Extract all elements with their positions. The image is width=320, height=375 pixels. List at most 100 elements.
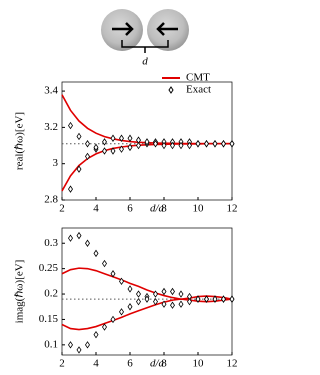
exact-point (170, 287, 175, 296)
exact-point (68, 121, 73, 130)
exact-point (85, 239, 90, 247)
exact-point (229, 140, 235, 148)
exact-point (170, 301, 175, 309)
exact-point (93, 249, 99, 258)
exact-point (127, 303, 133, 311)
exact-point (212, 140, 218, 148)
y-axis-label: real(ℏω)[eV] (14, 112, 26, 170)
x-tick-label: 10 (193, 203, 205, 215)
exact-point (212, 295, 218, 303)
x-axis-label: d/a (150, 358, 165, 370)
x-tick-label: 2 (59, 358, 65, 370)
exact-point (161, 287, 167, 296)
exact-point (187, 297, 192, 306)
y-tick-label: 3.2 (44, 121, 58, 133)
exact-point (178, 290, 184, 298)
exact-point (204, 140, 209, 148)
y-tick-label: 0.2 (44, 288, 58, 300)
exact-point (93, 330, 99, 339)
exact-point (178, 141, 184, 150)
distance-label: d (142, 56, 148, 68)
exact-point (136, 290, 141, 298)
exact-point (127, 143, 133, 152)
exact-point (178, 300, 184, 308)
exact-point (195, 140, 201, 148)
cmt-curve (61, 298, 233, 331)
exact-point (153, 290, 158, 298)
x-tick-label: 4 (93, 358, 99, 370)
cmt-curve (61, 94, 232, 145)
exact-point (85, 140, 90, 148)
legend-label: Exact (186, 84, 211, 96)
exact-point (119, 145, 124, 153)
exact-point (102, 323, 107, 331)
y-tick-label: 0.1 (44, 338, 58, 350)
exact-point (119, 308, 124, 316)
exact-point (102, 147, 107, 155)
x-tick-label: 10 (193, 358, 205, 370)
exact-point (144, 138, 150, 146)
exact-point (161, 300, 167, 308)
exact-point (127, 134, 133, 142)
y-axis-label: imag(ℏω)[eV] (14, 260, 26, 324)
exact-point (76, 346, 82, 354)
y-tick-label: 0.3 (44, 237, 58, 249)
exact-point (102, 259, 107, 268)
exact-point (119, 134, 124, 142)
exact-point (110, 134, 116, 142)
legend-swatch (168, 86, 174, 94)
cmt-curve (61, 267, 233, 300)
exact-point (229, 295, 235, 303)
exact-point (136, 297, 141, 306)
exact-point (161, 141, 167, 150)
y-tick-label: 3.4 (44, 85, 58, 97)
legend-label: CMT (186, 72, 210, 84)
exact-point (153, 297, 158, 306)
exact-point (170, 141, 175, 150)
exact-point (119, 277, 124, 286)
exact-point (110, 315, 116, 324)
x-tick-label: 6 (127, 358, 133, 370)
x-tick-label: 8 (161, 358, 167, 370)
x-tick-label: 12 (227, 203, 238, 215)
exact-point (85, 152, 90, 161)
cmt-curve (61, 142, 232, 192)
figure: d 2.8 3 3.2 3.4 2 4 6 8 10 12 d/a real(ℏω)[eV] CMTEx… (14, 9, 238, 370)
exact-point (76, 231, 82, 240)
exact-point (221, 295, 226, 303)
exact-point (102, 138, 107, 146)
exact-point (110, 147, 116, 155)
arrow (112, 22, 134, 36)
exact-point (221, 140, 226, 148)
exact-point (76, 132, 82, 141)
exact-point (110, 269, 116, 278)
exact-point (127, 285, 133, 293)
exact-point (68, 341, 73, 349)
x-tick-label: 12 (227, 358, 238, 370)
exact-point (144, 295, 150, 303)
exact-point (136, 136, 141, 144)
exact-point (85, 341, 90, 349)
y-tick-label: 0.15 (39, 313, 59, 325)
x-tick-label: 4 (93, 203, 99, 215)
exact-point (68, 234, 73, 242)
exact-point (136, 141, 141, 150)
exact-point (68, 185, 73, 193)
exact-point (93, 143, 99, 152)
dimer-diagram: d (101, 9, 189, 68)
exact-point (187, 141, 192, 150)
x-tick-label: 8 (161, 203, 167, 215)
plot-frame (61, 227, 233, 356)
bracket (121, 40, 169, 53)
exact-point (76, 165, 82, 173)
y-tick-label: 2.8 (44, 194, 58, 206)
exact-point (195, 295, 201, 303)
x-tick-label: 2 (59, 203, 65, 215)
x-axis-label: d/a (150, 203, 165, 215)
y-tick-label: 0.25 (39, 262, 59, 274)
y-tick-label: 3 (53, 157, 59, 169)
exact-point (153, 140, 158, 148)
x-tick-label: 6 (127, 203, 133, 215)
exact-point (204, 295, 209, 303)
